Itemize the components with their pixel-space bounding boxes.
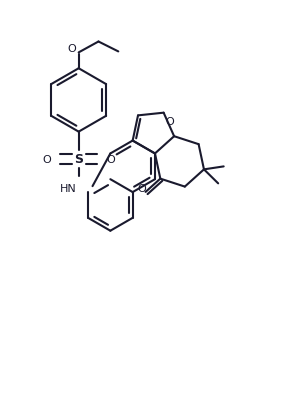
- Text: O: O: [67, 44, 76, 54]
- Text: O: O: [106, 155, 115, 165]
- Text: O: O: [138, 184, 146, 194]
- Text: O: O: [166, 116, 174, 126]
- Text: HN: HN: [60, 184, 77, 194]
- Text: O: O: [42, 155, 51, 165]
- Text: S: S: [74, 152, 83, 166]
